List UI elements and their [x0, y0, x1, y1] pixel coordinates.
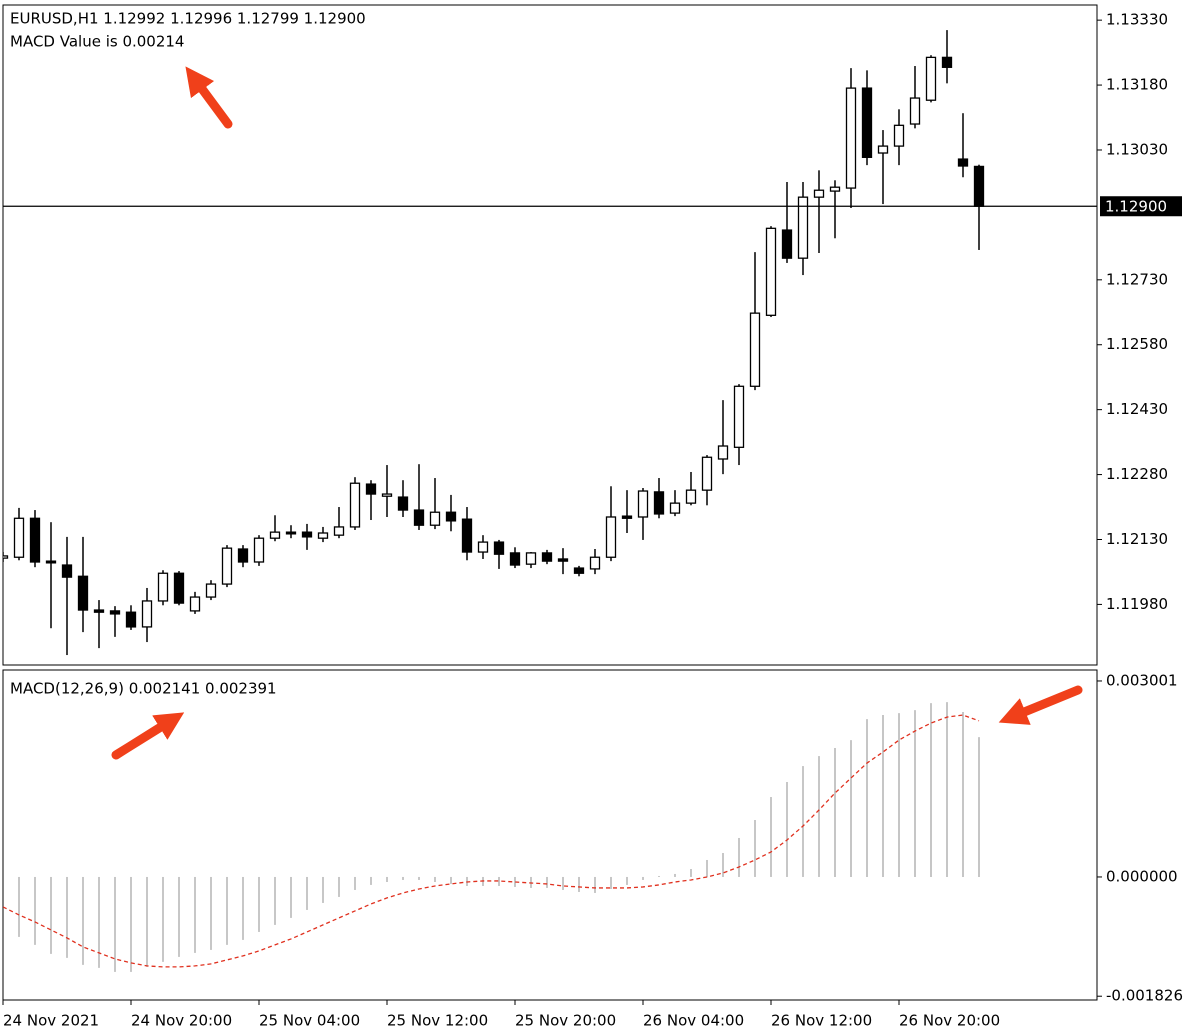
candle-body: [109, 610, 121, 615]
signal-line: [3, 714, 980, 968]
candle-body: [621, 515, 633, 519]
candle-body: [221, 547, 233, 585]
arrows: [111, 66, 1083, 760]
candle-body: [893, 124, 905, 147]
axes: 1.13330 1.13180 1.13030 1.12730 1.12580 1.124…: [2, 11, 1183, 1030]
candle-body: [637, 490, 649, 518]
x-tick-label: 26 Nov 04:00: [643, 1012, 744, 1030]
arrow: [998, 685, 1083, 725]
arrow: [111, 712, 185, 760]
y-tick-label: 1.11980: [1106, 595, 1168, 613]
candle-body: [301, 531, 313, 538]
y-tick-label: 0.003001: [1106, 671, 1178, 689]
candle-body: [797, 196, 809, 259]
candle-body: [45, 560, 57, 564]
candle-body: [685, 489, 697, 504]
y-tick-label: 0.000000: [1106, 867, 1178, 885]
candle-body: [77, 575, 89, 611]
candle-body: [61, 564, 73, 578]
candle-body: [141, 600, 153, 628]
x-tick-label: 25 Nov 20:00: [515, 1012, 616, 1030]
candle-body: [445, 511, 457, 522]
candle-body: [605, 516, 617, 558]
candle-body: [557, 558, 569, 562]
candle-body: [365, 483, 377, 495]
candle-body: [941, 56, 953, 68]
candle-body: [973, 165, 985, 207]
chart-title: EURUSD,H1 1.12992 1.12996 1.12799 1.1290…: [10, 10, 366, 28]
candle-body: [317, 532, 329, 539]
annotation: MACD Value is 0.00214: [10, 33, 184, 51]
candle-body: [333, 526, 345, 536]
arrow: [185, 66, 233, 129]
candle-body: [653, 491, 665, 515]
candle-body: [125, 611, 137, 628]
candle-body: [253, 537, 265, 563]
x-tick-label: 25 Nov 04:00: [259, 1012, 360, 1030]
current-price-label: 1.12900: [1105, 198, 1167, 216]
current-price-box: [1100, 196, 1182, 217]
candle-body: [861, 87, 873, 158]
candle-body: [173, 572, 185, 604]
price-plot: [3, 30, 1097, 656]
macd-plot: [3, 702, 980, 972]
x-tick-label: 25 Nov 12:00: [387, 1012, 488, 1030]
candle-body: [925, 56, 937, 101]
candle-body: [717, 445, 729, 460]
candle-body: [93, 609, 105, 613]
y-tick-label: 1.13030: [1106, 140, 1168, 158]
candle-body: [397, 496, 409, 511]
candle-body: [701, 456, 713, 491]
y-tick-label: 1.13180: [1106, 76, 1168, 94]
candle-body: [957, 158, 969, 167]
candle-body: [829, 186, 841, 192]
x-tick-label: 24 Nov 2021: [3, 1012, 99, 1030]
y-tick-label: 1.12430: [1106, 400, 1168, 418]
candle-body: [589, 556, 601, 570]
candle-body: [349, 482, 361, 528]
x-tick-label: 26 Nov 12:00: [771, 1012, 872, 1030]
candle-body: [381, 493, 393, 497]
candle-body: [669, 502, 681, 514]
x-tick-label: 24 Nov 20:00: [131, 1012, 232, 1030]
price-panel: [2, 4, 1098, 666]
y-tick-label: 1.12730: [1106, 270, 1168, 288]
x-tick-label: 26 Nov 20:00: [899, 1012, 1000, 1030]
y-tick-label: 1.12580: [1106, 335, 1168, 353]
y-tick-label: -0.001826: [1106, 987, 1183, 1005]
candle-body: [493, 541, 505, 555]
candle-body: [461, 518, 473, 553]
candle-body: [237, 548, 249, 563]
y-tick-label: 1.13330: [1106, 11, 1168, 29]
candle-body: [157, 572, 169, 602]
candle-body: [525, 552, 537, 565]
candle-body: [909, 97, 921, 125]
candle-body: [285, 531, 297, 535]
candle-body: [813, 189, 825, 198]
candle-body: [477, 541, 489, 553]
candle-body: [29, 517, 41, 563]
macd-title: MACD(12,26,9) 0.002141 0.002391: [10, 680, 277, 698]
candle-body: [733, 385, 745, 448]
y-tick-label: 1.12130: [1106, 530, 1168, 548]
y-tick-label: 1.12280: [1106, 465, 1168, 483]
candle-body: [205, 583, 217, 598]
candle-body: [541, 552, 553, 562]
candle-body: [765, 227, 777, 316]
candle-body: [749, 312, 761, 387]
candle-body: [269, 531, 281, 539]
candle-body: [509, 552, 521, 566]
candle-body: [781, 229, 793, 259]
candle-body: [429, 511, 441, 526]
candle-body: [877, 145, 889, 154]
candle-body: [13, 517, 25, 558]
candle-body: [3, 555, 9, 559]
candle-body: [573, 567, 585, 574]
candle-body: [189, 596, 201, 612]
candle-body: [845, 87, 857, 189]
candle-body: [413, 509, 425, 526]
